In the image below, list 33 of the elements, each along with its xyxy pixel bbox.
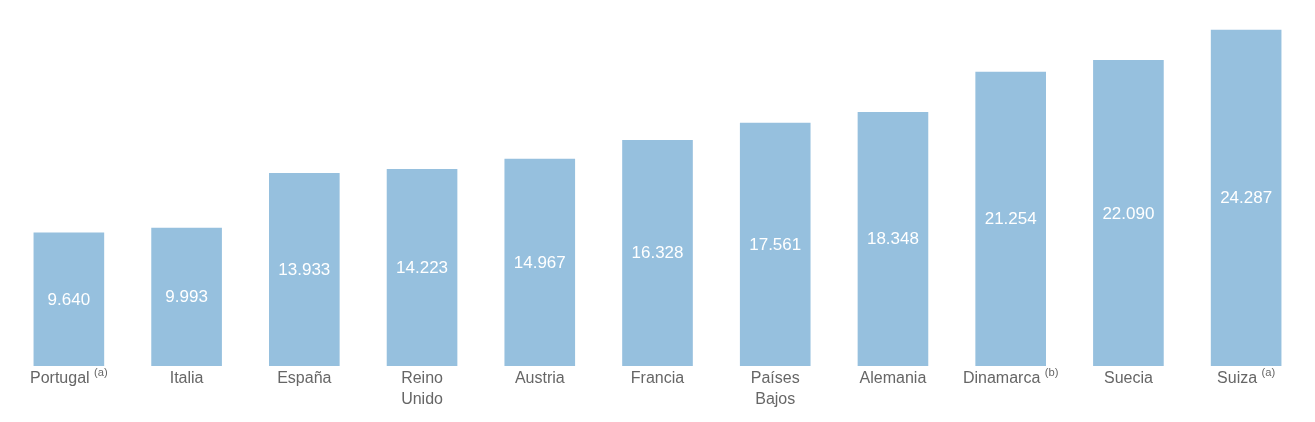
data-label: 16.328: [631, 243, 684, 263]
bar: [504, 158, 576, 366]
bar: [975, 71, 1046, 366]
bar: [151, 227, 222, 366]
data-label: 21.254: [984, 209, 1037, 229]
data-label: 24.287: [1220, 188, 1273, 208]
data-label: 18.348: [866, 229, 919, 249]
x-tick-label: Suiza $^{(a)}$: [1217, 366, 1276, 386]
data-label: 14.223: [396, 258, 449, 278]
data-label: 14.967: [513, 252, 566, 272]
x-tick-label: Portugal $^{(a)}$: [29, 366, 108, 386]
bar: [269, 173, 340, 366]
data-label: 22.090: [1102, 203, 1155, 223]
bar: [1210, 29, 1282, 366]
bar: [33, 232, 105, 366]
x-tick-label: Austria: [514, 369, 565, 386]
x-tick-label: Francia: [630, 369, 685, 386]
bar: [386, 169, 458, 366]
x-tick-label: Italia: [169, 369, 204, 386]
x-tick-label: Países Bajos: [750, 369, 800, 407]
data-label: 17.561: [749, 234, 802, 254]
bar: [857, 111, 929, 366]
bar: [622, 139, 693, 366]
x-tick-label: Suecia: [1103, 369, 1153, 386]
x-tick-label: España: [277, 369, 332, 386]
data-label: 9.993: [165, 287, 208, 307]
x-tick-label: Reino Unido: [401, 369, 444, 407]
x-tick-label: Dinamarca $^{(b)}$: [962, 366, 1059, 386]
x-tick-label: Alemania: [859, 369, 927, 386]
data-label: 9.640: [47, 289, 91, 309]
data-label: 13.933: [278, 260, 331, 280]
bar: [1093, 60, 1164, 366]
bar: [739, 122, 811, 366]
